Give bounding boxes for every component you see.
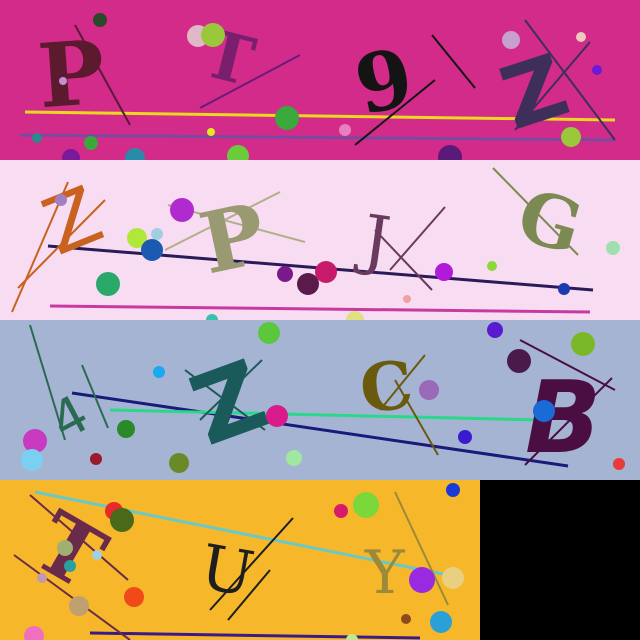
noise-dot bbox=[92, 550, 102, 560]
noise-dot bbox=[153, 366, 165, 378]
noise-dot bbox=[315, 261, 337, 283]
noise-dot bbox=[458, 430, 472, 444]
noise-line bbox=[71, 391, 569, 468]
noise-line bbox=[199, 54, 301, 109]
noise-dot bbox=[57, 540, 73, 556]
noise-dot bbox=[170, 198, 194, 222]
noise-dot bbox=[606, 241, 620, 255]
noise-dot bbox=[207, 128, 215, 136]
noise-dot bbox=[487, 322, 503, 338]
noise-dot bbox=[24, 626, 44, 640]
captcha-strip-4: T U Y bbox=[0, 480, 640, 640]
noise-line bbox=[514, 41, 591, 131]
noise-dot bbox=[90, 453, 102, 465]
noise-dot bbox=[442, 567, 464, 589]
noise-dot bbox=[127, 228, 147, 248]
noise-dot bbox=[419, 380, 439, 400]
noise-dot bbox=[339, 124, 351, 136]
noise-dot bbox=[151, 228, 163, 240]
noise-dot bbox=[446, 483, 460, 497]
noise-dot bbox=[561, 127, 581, 147]
noise-dot bbox=[69, 596, 89, 616]
noise-dot bbox=[64, 560, 76, 572]
noise-line bbox=[29, 324, 66, 441]
noise-line bbox=[34, 490, 449, 577]
noise-line bbox=[379, 354, 426, 411]
noise-dot bbox=[141, 239, 163, 261]
noise-dot bbox=[55, 194, 67, 206]
noise-line bbox=[227, 569, 271, 621]
captcha-char-3-3: C bbox=[356, 345, 416, 428]
noise-dot bbox=[297, 273, 319, 295]
noise-line bbox=[374, 229, 433, 291]
noise-dot bbox=[571, 332, 595, 356]
noise-dot bbox=[117, 420, 135, 438]
noise-line bbox=[74, 24, 131, 126]
noise-dot bbox=[353, 492, 379, 518]
noise-line bbox=[431, 34, 476, 89]
noise-line bbox=[524, 19, 616, 141]
noise-line bbox=[81, 364, 109, 429]
noise-line bbox=[394, 379, 439, 456]
noise-dot bbox=[23, 429, 47, 453]
noise-line bbox=[17, 199, 106, 289]
noise-dot bbox=[401, 614, 411, 624]
captcha-strip-3: 4 Z C B bbox=[0, 320, 640, 480]
noise-line bbox=[29, 494, 129, 581]
noise-line bbox=[519, 339, 616, 391]
noise-dot bbox=[592, 65, 602, 75]
noise-line bbox=[394, 491, 449, 606]
noise-line bbox=[184, 369, 266, 431]
noise-dot bbox=[409, 567, 435, 593]
noise-line bbox=[492, 167, 579, 256]
noise-dot bbox=[169, 453, 189, 473]
captcha-strip-1: P T 9 Z bbox=[0, 0, 640, 169]
noise-dot bbox=[266, 405, 288, 427]
noise-dot bbox=[124, 587, 144, 607]
noise-line bbox=[199, 359, 263, 421]
noise-line bbox=[354, 79, 436, 146]
noise-dot bbox=[286, 450, 302, 466]
noise-dot bbox=[110, 508, 134, 532]
noise-dot bbox=[21, 449, 43, 471]
captcha-strip-2: Z P J G bbox=[0, 160, 640, 329]
noise-line bbox=[164, 191, 281, 251]
noise-dot bbox=[59, 77, 67, 85]
filler-block bbox=[480, 480, 640, 640]
captcha-char-4-3: Y bbox=[364, 538, 406, 608]
noise-dot bbox=[430, 611, 452, 633]
noise-dot bbox=[576, 32, 586, 42]
captcha-char-1-1: P bbox=[35, 20, 108, 128]
noise-line bbox=[13, 554, 131, 640]
noise-dot bbox=[346, 634, 358, 640]
noise-dot bbox=[435, 263, 453, 281]
noise-dot bbox=[258, 322, 280, 344]
noise-dot bbox=[487, 261, 497, 271]
noise-line bbox=[524, 377, 613, 466]
captcha-char-4-2: U bbox=[195, 530, 259, 611]
noise-dot bbox=[502, 31, 520, 49]
noise-line bbox=[49, 304, 591, 314]
noise-dot bbox=[277, 266, 293, 282]
noise-dot bbox=[613, 458, 625, 470]
noise-dot bbox=[403, 295, 411, 303]
noise-dot bbox=[96, 272, 120, 296]
noise-dot bbox=[37, 573, 47, 583]
noise-dot bbox=[507, 349, 531, 373]
noise-dot bbox=[32, 133, 42, 143]
strip-1-background bbox=[0, 0, 640, 160]
noise-dot bbox=[334, 504, 348, 518]
noise-dot bbox=[84, 136, 98, 150]
noise-line bbox=[389, 206, 446, 271]
noise-dot bbox=[93, 13, 107, 27]
noise-dot bbox=[275, 106, 299, 130]
noise-line bbox=[19, 133, 616, 142]
noise-dot bbox=[201, 23, 225, 47]
noise-line bbox=[89, 631, 421, 640]
noise-line bbox=[109, 408, 541, 422]
noise-dot bbox=[558, 283, 570, 295]
noise-dot bbox=[533, 400, 555, 422]
noise-line bbox=[209, 517, 294, 611]
